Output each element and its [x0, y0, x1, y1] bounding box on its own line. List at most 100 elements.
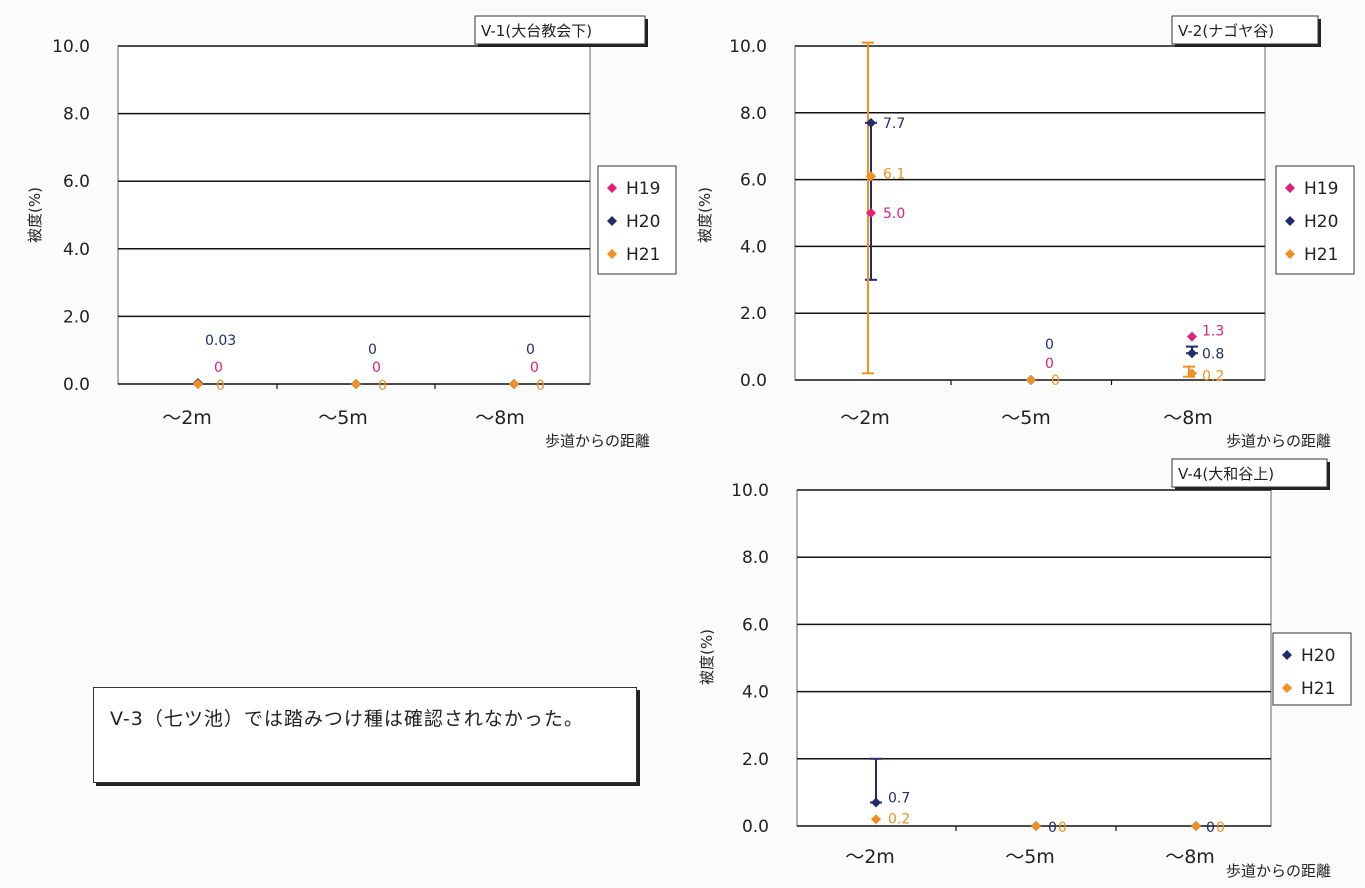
data-point-h20 [871, 797, 881, 808]
data-point-h21 [193, 379, 203, 389]
y-axis-label: 被度(%) [698, 629, 716, 685]
data-point-h21 [509, 379, 519, 389]
y-tick-label: 0.0 [742, 817, 769, 837]
data-label-h19: 0 [214, 360, 223, 376]
plot-area [794, 45, 1266, 381]
y-tick-label: 2.0 [740, 304, 767, 324]
legend-marker [1285, 183, 1295, 193]
legend-box [1272, 632, 1352, 706]
title-box [1171, 15, 1319, 45]
data-label-h19: 0 [372, 360, 381, 376]
chart-title: V-4(大和谷上) [1178, 465, 1274, 483]
data-point-h21 [871, 814, 881, 825]
legend-marker [1282, 650, 1292, 660]
y-tick-label: 4.0 [63, 240, 90, 260]
data-label-h21: 0 [1216, 820, 1225, 836]
chart-v4: 0.0 2.0 4.0 6.0 8.0 10.0 〜2m 〜5m 〜8m 歩道からの距離 被度(%)… [680, 445, 1365, 888]
y-tick-label: 2.0 [63, 307, 90, 327]
x-axis-label: 歩道からの距離 [1226, 862, 1331, 880]
y-tick-label: 8.0 [740, 104, 767, 124]
legend-label: H19 [1304, 179, 1338, 199]
x-axis-label: 歩道からの距離 [545, 432, 650, 450]
data-point-h20 [866, 117, 876, 128]
data-label-h20: 0.7 [888, 790, 910, 806]
legend-label: H20 [1301, 646, 1335, 666]
data-label-h21: 0.2 [888, 811, 910, 827]
y-tick-label: 4.0 [742, 683, 769, 703]
title-box [1171, 458, 1328, 488]
data-point-h20 [1187, 348, 1197, 359]
legend-label: H20 [1304, 212, 1338, 232]
data-label-h20: 0 [1206, 820, 1215, 836]
data-label-h21: 6.1 [883, 166, 905, 182]
x-category-label: 〜2m [840, 407, 890, 429]
plot-area [117, 45, 591, 385]
data-label-h19: 0 [1045, 356, 1054, 372]
chart-title: V-1(大台教会下) [481, 22, 592, 40]
y-tick-label: 6.0 [63, 172, 90, 192]
data-label-h21: 0 [1051, 373, 1060, 389]
data-label-h21: 0 [216, 378, 225, 394]
legend-label: H19 [626, 179, 660, 199]
data-point-h19 [866, 208, 876, 218]
data-point-h21 [1191, 821, 1201, 831]
legend-marker [1285, 249, 1295, 259]
x-category-label: 〜8m [475, 407, 525, 429]
y-tick-label: 6.0 [742, 615, 769, 635]
data-label-h20: 0 [526, 342, 535, 358]
data-point-h21 [866, 171, 876, 182]
x-category-label: 〜8m [1163, 407, 1213, 429]
data-label-h20: 7.7 [883, 116, 905, 132]
legend-marker [1285, 216, 1295, 226]
data-label-h21: 0 [1058, 820, 1067, 836]
data-point-h21 [351, 379, 361, 389]
y-tick-label: 10.0 [729, 37, 767, 57]
y-axis-label: 被度(%) [696, 187, 714, 243]
chart-v2: 0.0 2.0 4.0 6.0 8.0 10.0 〜2m 〜5m 〜8m 歩道からの距離 被度(%)… [680, 0, 1365, 460]
y-tick-label: 8.0 [63, 105, 90, 125]
x-category-label: 〜2m [845, 846, 895, 868]
chart-title: V-2(ナゴヤ谷) [1178, 22, 1274, 40]
data-label-h20: 0.03 [205, 333, 236, 349]
data-label-h21: 0 [536, 378, 545, 394]
x-category-label: 〜5m [1001, 407, 1051, 429]
x-category-label: 〜5m [318, 407, 368, 429]
data-label-h19: 0 [530, 360, 539, 376]
y-tick-label: 4.0 [740, 237, 767, 257]
legend-label: H20 [626, 212, 660, 232]
plot-area [796, 489, 1272, 827]
data-label-h21: 0 [378, 378, 387, 394]
y-axis-label: 被度(%) [26, 187, 44, 243]
data-label-h20: 0 [1048, 820, 1057, 836]
x-axis-label: 歩道からの距離 [1226, 432, 1331, 450]
note-box: V-3（七ツ池）では踏みつけ種は確認されなかった。 [93, 687, 637, 783]
y-tick-label: 8.0 [742, 548, 769, 568]
data-label-h20: 0.8 [1202, 346, 1224, 362]
y-tick-label: 10.0 [52, 37, 90, 57]
legend-label: H21 [626, 245, 660, 265]
y-tick-label: 2.0 [742, 750, 769, 770]
y-tick-label: 0.0 [63, 375, 90, 395]
data-label-h21: 0.2 [1202, 368, 1224, 384]
legend-marker [607, 249, 617, 259]
x-category-label: 〜2m [162, 407, 212, 429]
legend-marker [1282, 683, 1292, 693]
data-point-h19 [1187, 331, 1197, 342]
data-label-h19: 5.0 [883, 206, 905, 222]
legend-label: H21 [1304, 245, 1338, 265]
data-point-h21 [1031, 821, 1041, 831]
legend-marker [607, 183, 617, 193]
x-category-label: 〜5m [1005, 846, 1055, 868]
legend-label: H21 [1301, 679, 1335, 699]
legend-marker [607, 216, 617, 226]
title-box [474, 15, 646, 45]
x-category-label: 〜8m [1165, 846, 1215, 868]
note-text: V-3（七ツ池）では踏みつけ種は確認されなかった。 [110, 708, 584, 730]
data-label-h20: 0 [1045, 337, 1054, 353]
data-point-h21 [1026, 375, 1036, 385]
data-point-h21 [1187, 368, 1197, 379]
y-tick-label: 0.0 [740, 371, 767, 391]
data-label-h20: 0 [368, 342, 377, 358]
y-tick-label: 10.0 [731, 481, 769, 501]
data-label-h19: 1.3 [1202, 324, 1224, 340]
